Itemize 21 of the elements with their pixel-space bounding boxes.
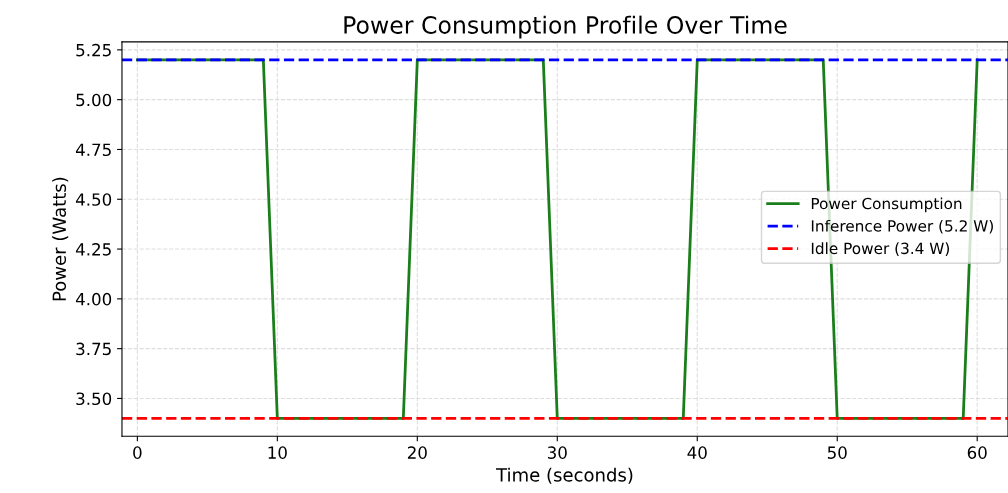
y-tick-label: 5.00 bbox=[76, 93, 112, 107]
x-tick-label: 40 bbox=[687, 446, 707, 459]
y-tick-label: 5.25 bbox=[76, 43, 111, 57]
legend-label: Idle Power (3.4 W) bbox=[811, 242, 949, 256]
x-tick-label: 0 bbox=[133, 446, 142, 459]
y-tick-label: 4.25 bbox=[75, 243, 111, 256]
legend-label: Inference Power (5.2 W) bbox=[811, 219, 993, 234]
y-tick-label: 3.75 bbox=[76, 342, 111, 356]
chart-title: Power Consumption Profile Over Time bbox=[344, 15, 787, 39]
y-tick-label: 4.00 bbox=[75, 292, 112, 306]
y-tick-label: 4.75 bbox=[75, 143, 111, 157]
y-tick-label: 4.50 bbox=[75, 193, 112, 206]
y-tick-label: 3.50 bbox=[76, 392, 112, 406]
y-axis-title: Power (Watts) bbox=[52, 177, 69, 301]
x-axis-title: Time (seconds) bbox=[496, 467, 633, 484]
x-tick-label: 20 bbox=[407, 446, 427, 459]
x-tick-label: 30 bbox=[547, 446, 567, 459]
legend-label: Power Consumption bbox=[811, 197, 962, 213]
x-tick-label: 50 bbox=[827, 446, 847, 459]
x-tick-label: 60 bbox=[967, 446, 987, 459]
x-tick-label: 10 bbox=[268, 446, 287, 459]
